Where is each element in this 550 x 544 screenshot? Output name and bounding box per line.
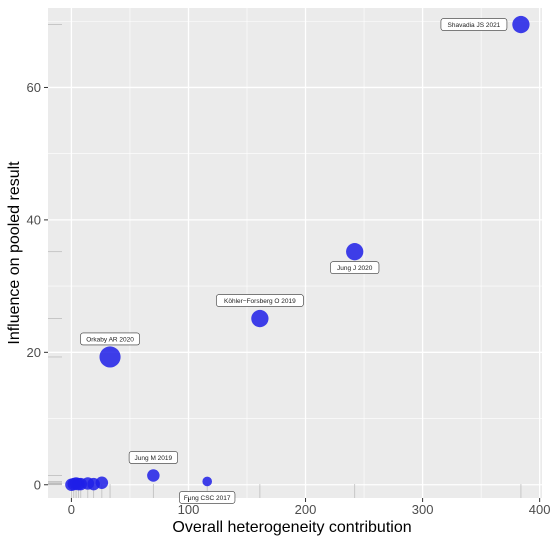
point-label-text: Köhler−Forsberg O 2019 (224, 298, 296, 305)
data-point (251, 309, 269, 328)
plot-panel (48, 8, 542, 498)
data-point (512, 15, 530, 34)
point-label: Orkaby AR 2020 (80, 332, 140, 346)
x-tick-label: 400 (529, 502, 550, 517)
grid-minor (48, 8, 542, 498)
point-label-text: Fung CSC 2017 (184, 495, 231, 502)
data-point (99, 346, 121, 368)
point-labels: Shavadia JS 2021 Jung J 2020 Köhler−Forsbe… (80, 18, 508, 504)
x-tick-label: 200 (295, 502, 317, 517)
point-label: Jung J 2020 (330, 261, 380, 274)
point-label: Jung M 2019 (128, 451, 178, 464)
point-label-text: Jung J 2020 (337, 265, 373, 272)
y-tick-label: 60 (27, 80, 41, 95)
data-point (95, 476, 109, 490)
x-axis-ticks: 0 100 200 300 400 (68, 498, 550, 517)
y-axis-title: Influence on pooled result (6, 161, 23, 345)
point-label-box (80, 332, 140, 346)
y-tick-label: 40 (27, 212, 41, 227)
x-tick-label: 100 (178, 502, 200, 517)
y-axis-ticks: 0 20 40 60 (27, 80, 48, 492)
x-axis-title: Overall heterogeneity contribution (172, 519, 411, 536)
point-label-box (216, 294, 304, 307)
point-label-text: Shavadia JS 2021 (448, 22, 501, 29)
data-points (65, 15, 530, 491)
point-label-box (179, 491, 236, 504)
data-point (147, 469, 160, 482)
point-label-box (440, 18, 508, 31)
data-point (346, 243, 364, 261)
point-label-box (330, 261, 380, 274)
point-label-box (128, 451, 178, 464)
point-label: Köhler−Forsberg O 2019 (216, 294, 304, 307)
grid-major (48, 8, 542, 498)
y-tick-label: 20 (27, 345, 41, 360)
x-tick-label: 0 (68, 502, 75, 517)
x-tick-label: 300 (412, 502, 434, 517)
data-point (202, 476, 213, 487)
point-label: Fung CSC 2017 (179, 491, 236, 504)
point-label: Shavadia JS 2021 (440, 18, 508, 31)
y-tick-label: 0 (34, 477, 41, 492)
point-label-text: Orkaby AR 2020 (86, 336, 134, 343)
point-label-text: Jung M 2019 (135, 455, 173, 462)
